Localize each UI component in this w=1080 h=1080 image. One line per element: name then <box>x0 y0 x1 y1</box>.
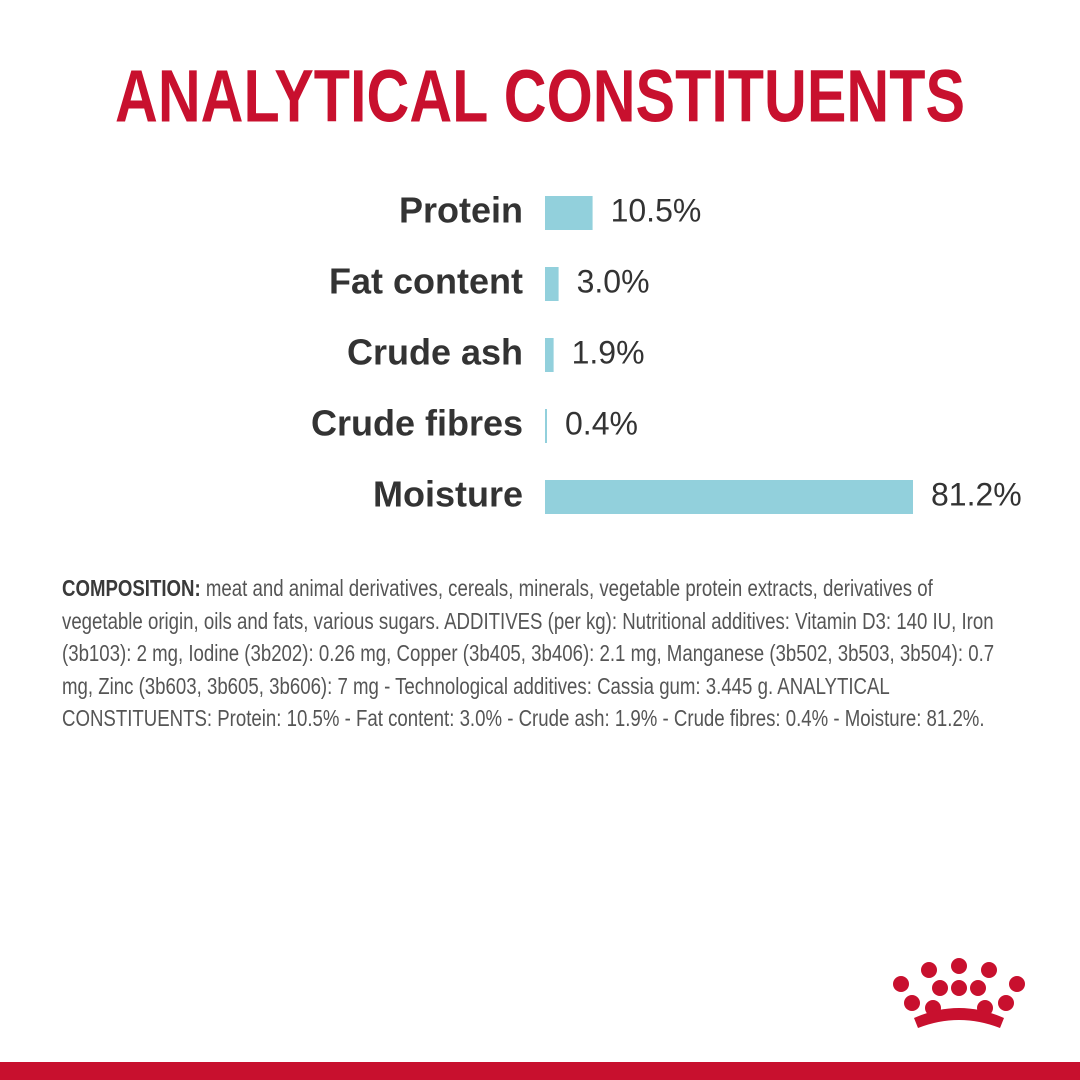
bar <box>545 338 554 372</box>
footer-stripe <box>0 1062 1080 1080</box>
bar <box>545 409 547 443</box>
composition-label: COMPOSITION: <box>62 575 201 601</box>
bar <box>545 196 593 230</box>
composition-text: meat and animal derivatives, cereals, mi… <box>62 575 995 731</box>
category-label: Protein <box>399 190 523 231</box>
category-label: Moisture <box>373 474 523 515</box>
category-label: Fat content <box>329 261 523 302</box>
chart-title: ANALYTICAL CONSTITUENTS <box>115 55 965 138</box>
value-label: 1.9% <box>572 334 645 370</box>
bar <box>545 267 559 301</box>
category-label: Crude fibres <box>311 403 523 444</box>
value-label: 10.5% <box>611 192 702 228</box>
category-label: Crude ash <box>347 332 523 373</box>
bar <box>545 480 913 514</box>
value-label: 0.4% <box>565 405 638 441</box>
value-label: 81.2% <box>931 476 1022 512</box>
value-label: 3.0% <box>577 263 650 299</box>
composition: COMPOSITION: meat and animal derivatives… <box>62 572 1010 735</box>
logo <box>893 958 1025 1028</box>
